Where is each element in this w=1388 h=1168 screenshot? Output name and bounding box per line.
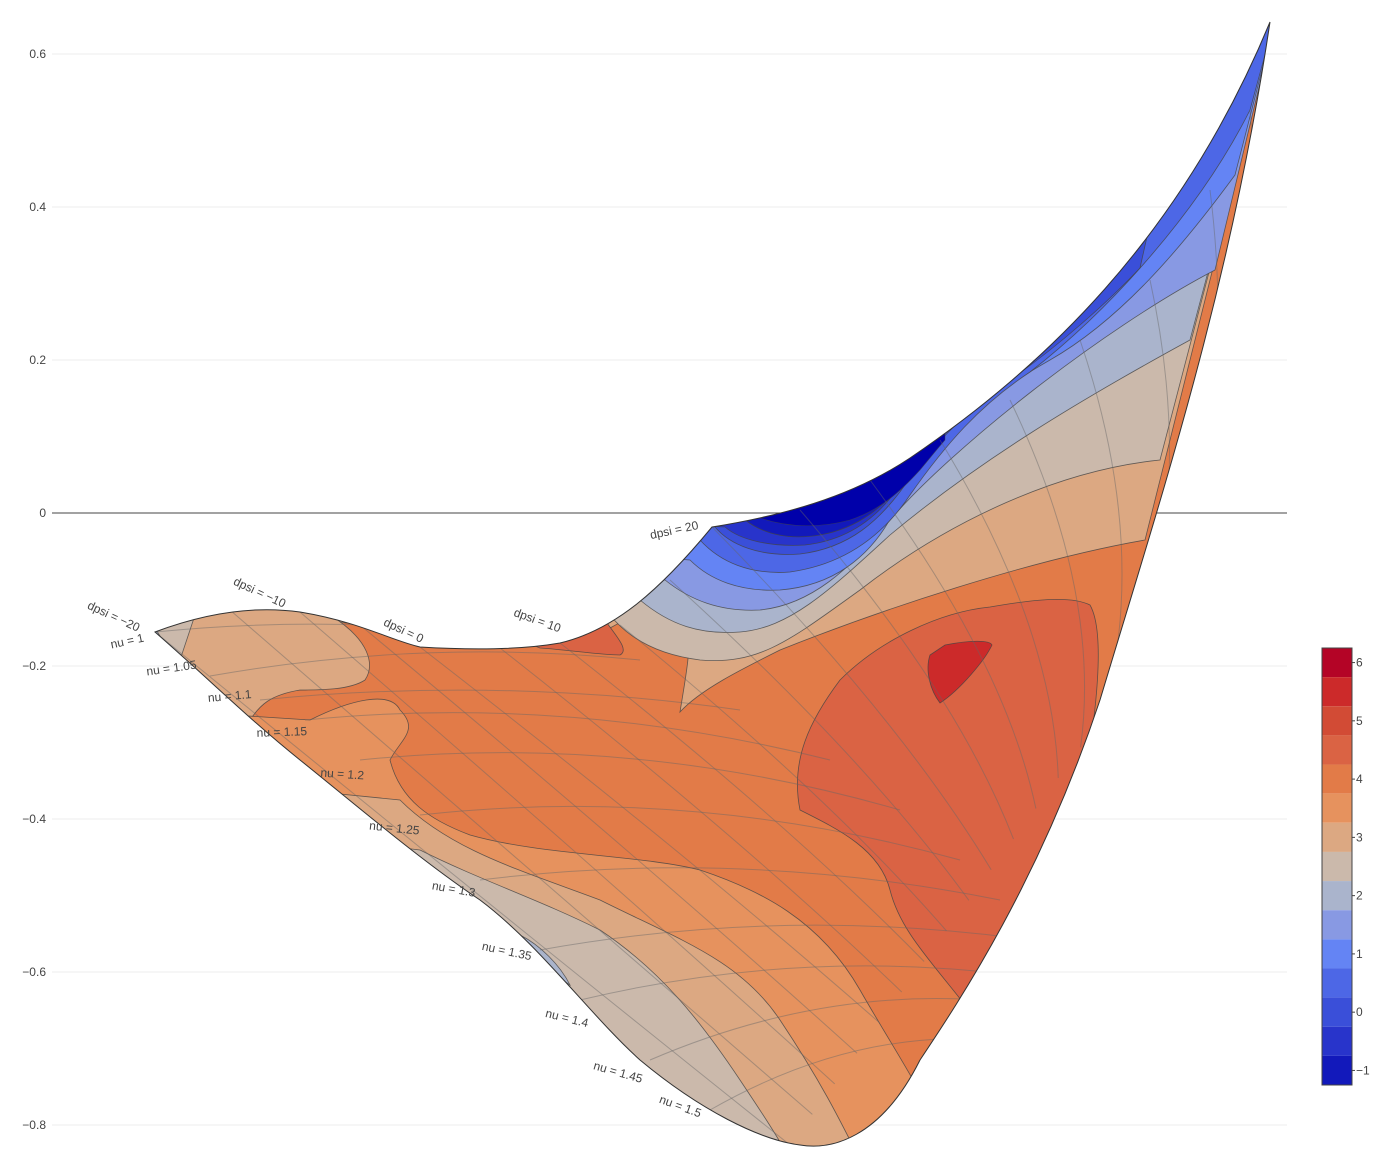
colorbar-band [1322,997,1352,1027]
contour-band--0.5 [155,22,1001,546]
y-tick-label: 0.6 [29,47,46,61]
carpet-dpsi-line [499,647,903,993]
colorbar [1321,647,1353,1086]
nu-label: nu = 1 [109,631,145,652]
dpsi-label: dpsi = −10 [231,574,288,611]
carpet-nu-line [419,805,961,861]
nu-label: nu = 1.4 [544,1006,590,1030]
dpsi-label: dpsi = 20 [649,518,700,542]
colorbar-band [1322,677,1352,707]
dpsi-label: dpsi = −20 [85,598,142,635]
nu-label: nu = 1.25 [369,818,421,837]
contour-band-left-2.0 [155,22,241,801]
carpet-dpsi-line [619,624,947,932]
colorbar-tick-label: 3 [1356,830,1363,844]
colorbar-band [1322,764,1352,794]
contour-band-left-3.0 [179,599,370,721]
colorbar-band [1322,793,1352,823]
carpet-nu-line [479,867,1001,901]
colorbar-band [1322,910,1352,940]
colorbar-tick-label: 6 [1356,656,1363,670]
carpet-dpsi-line [669,579,970,901]
carpet-dpsi-line [799,509,1014,840]
colorbar-tick-label: 2 [1356,889,1363,903]
carpet-outline [154,21,1271,1147]
carpet-nu-line [259,689,741,711]
y-tick-labels: 0.6 0.4 0.2 0 −0.2 −0.4 −0.6 −0.8 [22,47,46,1132]
colorbar-tick-label: 5 [1356,714,1363,728]
nu-label: nu = 1.45 [592,1058,645,1085]
carpet-grid-lines [155,109,1255,1146]
y-tick-label: −0.4 [22,812,46,826]
nu-label: nu = 1.1 [207,687,252,705]
carpet-dpsi-line [1009,399,1086,748]
colorbar-band [1322,1026,1352,1056]
colorbar-tick-label: −1 [1356,1063,1370,1077]
colorbar-band [1322,706,1352,736]
colorbar-band [1322,648,1352,678]
carpet-nu-line [209,651,641,677]
nu-label: nu = 1.2 [320,766,365,783]
carpet-dpsi-line [869,479,1037,809]
nu-label: nu = 1.15 [256,724,307,740]
carpet-dpsi-line [559,642,925,962]
nu-label: nu = 1.05 [146,658,198,679]
carpet-dpsi-line [155,631,791,1146]
y-tick-label: 0.2 [29,353,46,367]
y-tick-label: −0.6 [22,965,46,979]
y-tick-label: 0 [39,506,46,520]
carpet-dpsi-line [939,439,1059,778]
contour-band--1.0 [155,22,961,538]
colorbar-band [1322,881,1352,911]
carpet-dpsi-line [359,624,858,1054]
colorbar-tick-labels: 6 5 4 3 2 1 0 −1 [1352,656,1370,1077]
colorbar-tick-label: 0 [1356,1005,1363,1019]
carpet-nu-line [539,924,1031,951]
carpet-dpsi-line [299,611,836,1085]
nu-label: nu = 1.35 [481,939,534,963]
carpet-dpsi-line [711,526,992,870]
colorbar-band [1322,851,1352,882]
y-tick-label: −0.2 [22,659,46,673]
colorbar-tick-label: 4 [1356,772,1363,786]
colorbar-band [1322,822,1352,852]
y-tick-label: 0.4 [29,200,46,214]
carpet-nu-line [359,752,901,811]
colorbar-band [1322,735,1352,765]
colorbar-tick-label: 1 [1356,947,1363,961]
dpsi-label: dpsi = 10 [512,605,563,635]
y-tick-label: −0.8 [22,1118,46,1132]
colorbar-band [1322,968,1352,998]
colorbar-band [1322,1055,1352,1085]
carpet-nu-line [304,712,831,761]
colorbar-outline [1321,647,1353,1086]
contour-band-5.0 [927,640,993,704]
carpet-dpsi-line [419,646,880,1024]
colorbar-band [1322,939,1352,969]
